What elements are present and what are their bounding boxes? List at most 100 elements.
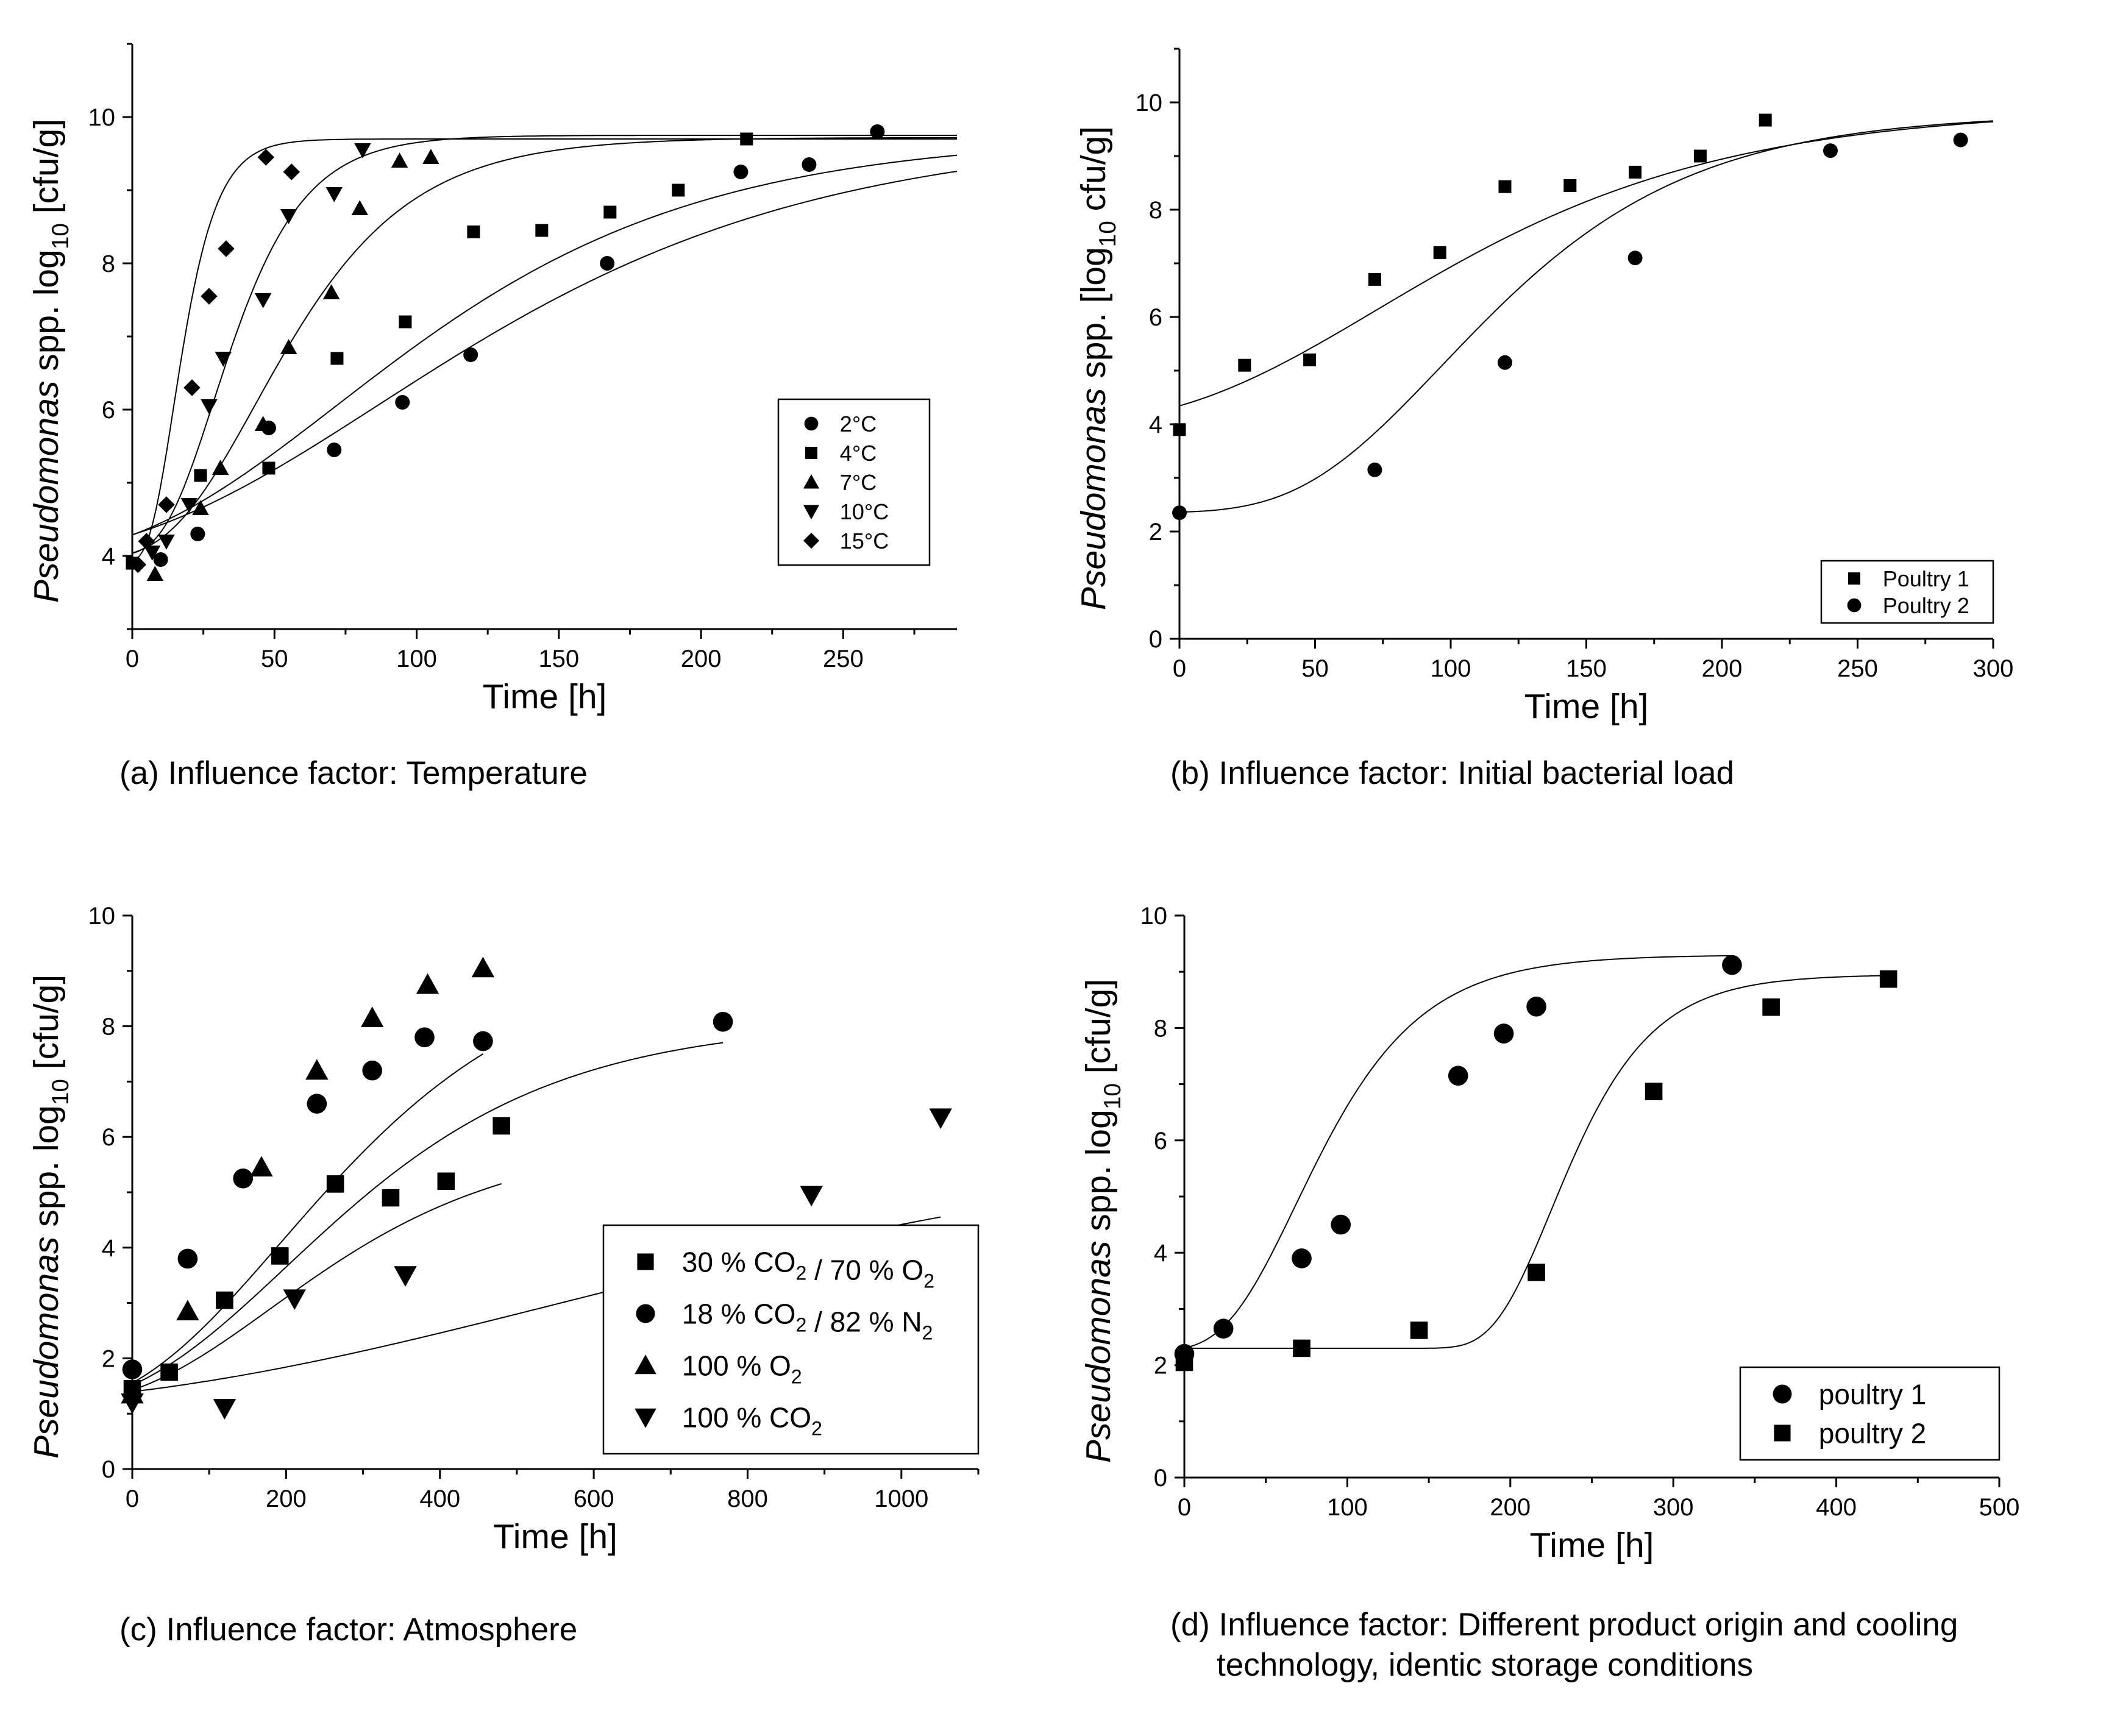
legend-label: Poultry 2 <box>1883 593 1969 618</box>
data-point <box>733 165 749 179</box>
data-point <box>1368 272 1381 286</box>
data-point <box>254 293 272 308</box>
data-point <box>1879 970 1897 988</box>
data-point <box>201 288 218 305</box>
data-point <box>1175 1353 1193 1371</box>
data-point <box>138 533 155 550</box>
y-axis-label: Pseudomonas spp. [log10 cfu/g] <box>1074 126 1121 610</box>
x-tick-label: 200 <box>1490 1494 1531 1521</box>
y-axis-label: Pseudomonas spp. log10 [cfu/g] <box>27 119 74 603</box>
data-point <box>326 1175 344 1193</box>
data-point <box>1528 1264 1545 1281</box>
fit-curve-2 <box>132 154 957 536</box>
data-point <box>800 1186 823 1207</box>
x-axis-label: Time [h] <box>483 677 607 716</box>
caption-d-line2: technology, identic storage conditions <box>1217 1647 1753 1683</box>
x-tick-label: 300 <box>1973 655 2014 682</box>
x-tick-label: 0 <box>126 1485 139 1512</box>
legend-box <box>777 398 931 566</box>
legend-marker <box>1773 1384 1792 1404</box>
legend-marker <box>803 474 820 489</box>
fit-curve-1 <box>132 1183 502 1391</box>
x-tick-label: 500 <box>1979 1494 2020 1521</box>
data-point <box>1303 353 1317 366</box>
data-point <box>870 124 885 139</box>
data-point <box>1498 180 1512 193</box>
legend-label: 100 % CO2 <box>682 1402 822 1440</box>
data-point <box>158 535 175 550</box>
data-point <box>600 256 615 271</box>
data-point <box>1526 997 1546 1017</box>
data-point <box>254 416 272 431</box>
x-tick-label: 200 <box>681 646 722 672</box>
legend-marker <box>803 505 820 520</box>
y-tick-label: 6 <box>102 397 115 424</box>
caption-a: (a) Influence factor: Temperature <box>119 755 588 791</box>
legend-marker <box>1848 572 1860 585</box>
data-point <box>1722 955 1742 975</box>
legend-box <box>1739 1366 2001 1461</box>
x-tick-label: 200 <box>1702 655 1743 682</box>
legend-label: 100 % O2 <box>682 1350 802 1388</box>
data-point <box>382 1189 400 1207</box>
y-tick-label: 0 <box>1154 1465 1167 1492</box>
y-tick-label: 4 <box>1149 411 1162 438</box>
y-tick-label: 0 <box>102 1456 115 1483</box>
data-point <box>201 399 218 414</box>
y-tick-label: 10 <box>88 104 116 131</box>
data-point <box>467 225 480 238</box>
data-point <box>1433 246 1446 259</box>
data-point <box>129 556 147 574</box>
data-point <box>121 1393 144 1414</box>
y-tick-label: 10 <box>88 903 116 930</box>
legend-label: poultry 1 <box>1819 1379 1926 1410</box>
fit-curve-4 <box>132 135 957 554</box>
x-tick-label: 100 <box>1327 1494 1368 1521</box>
fit-curve-2 <box>1179 120 1993 513</box>
legend-box <box>602 1224 980 1455</box>
chart-b: 0 50 100 150 200 250 300 0 2 4 6 8 10 Time [h] Pseudom… <box>1074 48 2014 726</box>
data-point <box>802 157 817 172</box>
data-point <box>473 1031 493 1051</box>
y-tick-label: 4 <box>1154 1240 1167 1267</box>
data-point <box>218 240 235 257</box>
data-point <box>362 1060 383 1081</box>
data-point <box>143 546 161 561</box>
y-tick-label: 8 <box>1154 1015 1167 1042</box>
data-point <box>1762 998 1780 1016</box>
legend-marker <box>636 1304 655 1323</box>
data-point <box>280 209 297 224</box>
data-point <box>422 149 439 164</box>
fit-curve-1 <box>1179 121 1993 407</box>
x-tick-label: 400 <box>1816 1494 1857 1521</box>
data-point <box>1493 1023 1514 1044</box>
fit-curve-5 <box>132 138 957 562</box>
data-point <box>1953 132 1968 148</box>
data-point <box>1293 1339 1311 1357</box>
data-point <box>391 152 408 168</box>
x-tick-label: 0 <box>1173 655 1186 682</box>
data-point <box>1498 355 1512 370</box>
data-point <box>250 1156 273 1177</box>
data-point <box>305 1059 329 1080</box>
data-point <box>672 183 685 197</box>
data-point <box>176 1300 199 1321</box>
data-point <box>1331 1214 1351 1235</box>
legend-marker <box>635 1408 656 1428</box>
y-tick-label: 6 <box>1149 304 1162 331</box>
legend-marker <box>1847 598 1862 613</box>
x-tick-label: 250 <box>1837 655 1878 682</box>
data-point <box>283 1289 306 1311</box>
data-point <box>322 284 340 299</box>
y-axis-label: Pseudomonas spp. log10 [cfu/g] <box>1079 979 1126 1463</box>
data-point <box>1410 1322 1428 1339</box>
data-point <box>929 1108 952 1129</box>
data-point <box>183 379 201 396</box>
caption-c: (c) Influence factor: Atmosphere <box>119 1612 578 1648</box>
data-point <box>1292 1248 1312 1268</box>
x-tick-label: 0 <box>1178 1494 1191 1521</box>
data-point <box>325 187 343 202</box>
legend-marker <box>805 447 817 459</box>
legend-label: 2°C <box>840 411 877 436</box>
